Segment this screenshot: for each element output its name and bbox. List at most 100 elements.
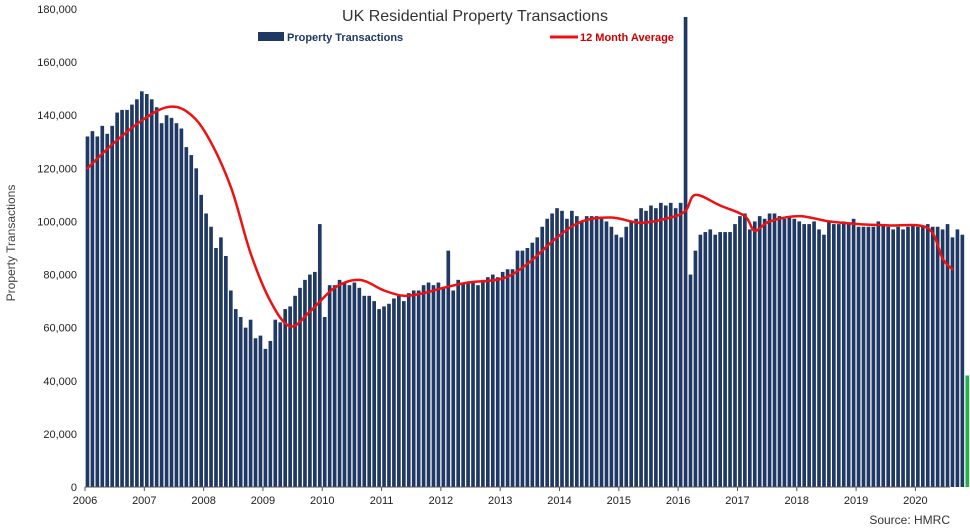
bar — [950, 237, 955, 487]
x-tick-label: 2009 — [251, 495, 275, 507]
bar — [347, 285, 352, 487]
bar — [169, 117, 174, 487]
bar — [194, 168, 199, 487]
bar — [738, 216, 742, 487]
bar — [916, 226, 920, 487]
bar — [481, 279, 485, 487]
bar — [925, 224, 930, 487]
bar — [930, 226, 935, 487]
bar — [387, 303, 391, 487]
bar — [505, 269, 510, 487]
bar — [718, 232, 722, 487]
y-tick-label: 80,000 — [43, 270, 77, 282]
x-tick-label: 2014 — [547, 495, 571, 507]
bar — [728, 232, 732, 487]
x-tick-label: 2020 — [903, 495, 927, 507]
bar — [629, 221, 634, 487]
bar — [90, 131, 95, 487]
bar — [313, 271, 317, 487]
bar — [743, 213, 747, 488]
bar — [560, 210, 564, 487]
bar — [144, 93, 149, 487]
bar — [149, 99, 154, 487]
bar — [322, 317, 327, 487]
bar — [352, 282, 357, 487]
bar — [411, 290, 416, 487]
bar — [659, 202, 663, 488]
bar — [243, 327, 248, 487]
bar — [634, 218, 638, 488]
bar — [767, 213, 772, 488]
bar — [248, 319, 253, 487]
y-tick-label: 20,000 — [43, 429, 77, 441]
x-tick-label: 2008 — [191, 495, 215, 507]
y-tick-label: 0 — [71, 482, 77, 494]
bar — [337, 279, 342, 487]
bar — [397, 295, 401, 487]
x-tick-label: 2012 — [429, 495, 453, 507]
bar — [392, 298, 396, 487]
bar — [945, 224, 950, 487]
bar — [673, 208, 678, 488]
legend-bars-swatch — [258, 32, 284, 41]
bar — [510, 269, 515, 487]
y-tick-label: 120,000 — [37, 163, 77, 175]
y-tick-label: 60,000 — [43, 323, 77, 335]
bar — [174, 123, 179, 487]
bar — [535, 237, 540, 487]
bar — [110, 125, 115, 487]
bar — [100, 125, 105, 487]
average-line — [86, 105, 954, 328]
x-tick-label: 2019 — [844, 495, 868, 507]
bar — [649, 205, 653, 487]
bar — [530, 242, 535, 487]
bar — [120, 109, 124, 487]
bar — [792, 218, 797, 488]
bar — [832, 224, 836, 487]
y-tick-label: 180,000 — [37, 4, 77, 16]
y-tick-label: 40,000 — [43, 376, 77, 388]
bar — [471, 282, 475, 487]
bar — [747, 229, 752, 487]
bar — [446, 250, 451, 487]
x-tick-label: 2006 — [73, 495, 97, 507]
bar — [639, 208, 643, 488]
bar — [377, 309, 381, 487]
bar — [624, 226, 629, 487]
y-tick-label: 160,000 — [37, 57, 77, 69]
x-tick-label: 2007 — [132, 495, 156, 507]
bar — [550, 213, 554, 488]
bar — [416, 290, 421, 487]
bar — [836, 224, 841, 487]
bar — [466, 282, 470, 487]
bar — [451, 290, 456, 487]
bar — [184, 147, 189, 487]
bar — [733, 224, 737, 487]
bar — [401, 301, 406, 487]
bar — [886, 226, 891, 487]
bar — [500, 271, 505, 487]
bar — [876, 221, 881, 487]
bar — [683, 16, 688, 487]
bar — [555, 208, 559, 488]
bar — [179, 128, 184, 487]
bar — [382, 306, 386, 487]
bar — [545, 218, 549, 488]
bar — [525, 248, 530, 487]
bar — [406, 293, 411, 487]
bar — [278, 322, 283, 487]
bar — [238, 317, 243, 487]
bar — [896, 226, 900, 487]
bar — [258, 335, 263, 487]
bar — [95, 136, 100, 487]
bar — [283, 309, 288, 487]
bar — [619, 237, 624, 487]
bar — [911, 224, 915, 487]
bar — [688, 274, 693, 487]
x-tick-label: 2013 — [488, 495, 512, 507]
bar — [584, 216, 589, 487]
bar — [654, 208, 658, 488]
x-tick-label: 2018 — [785, 495, 809, 507]
source-note: Source: HMRC — [869, 513, 950, 527]
